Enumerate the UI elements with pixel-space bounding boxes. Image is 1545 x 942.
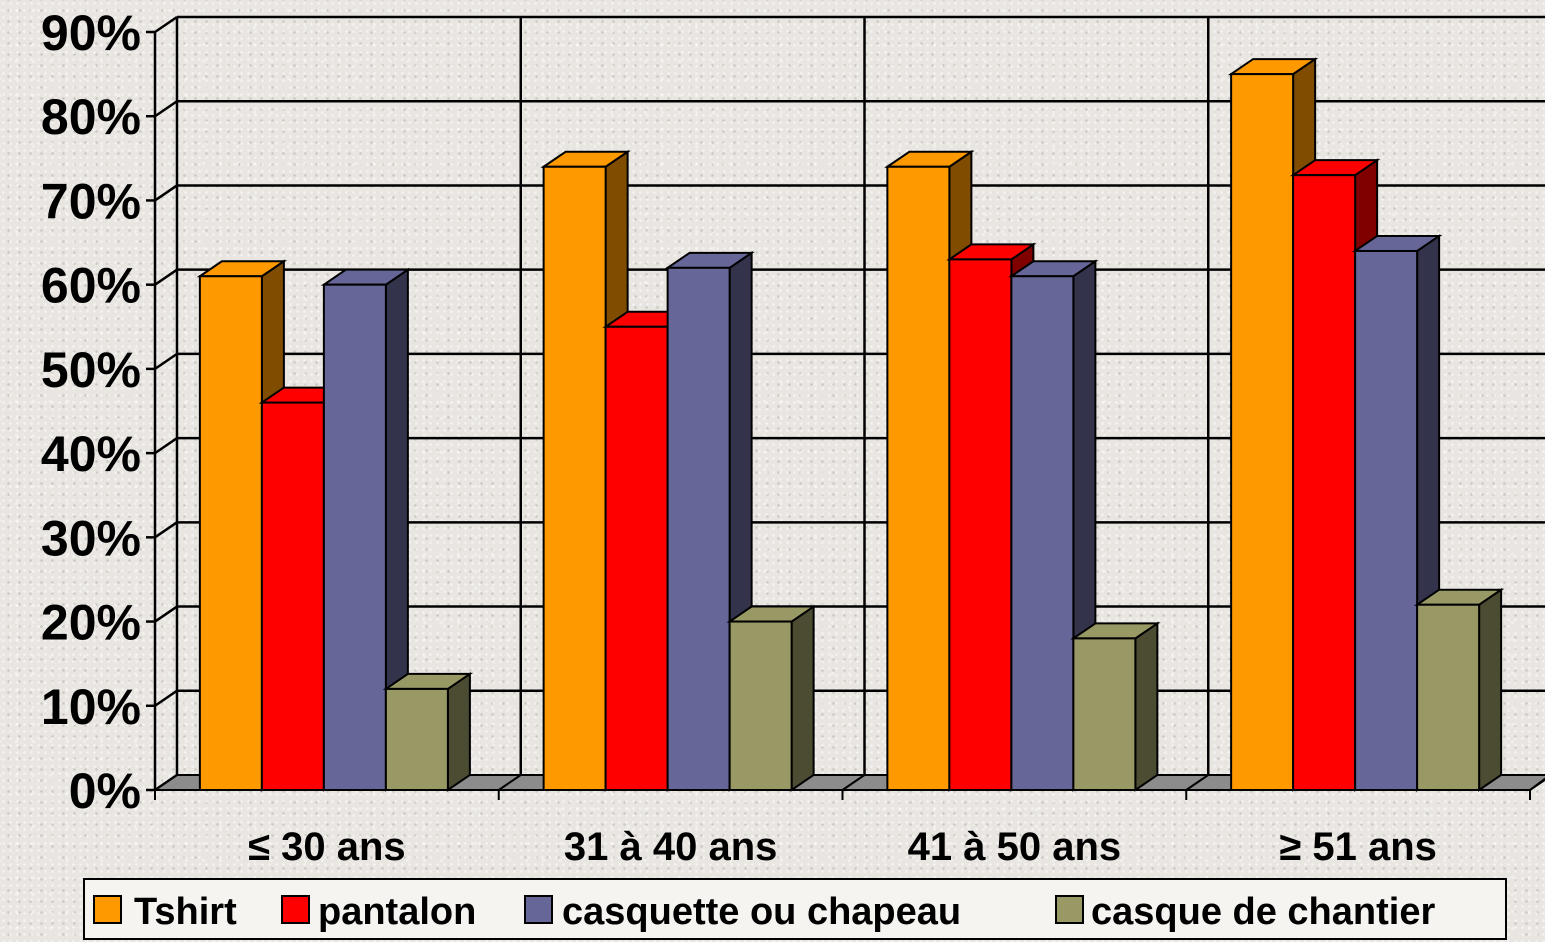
bar-front — [384, 687, 449, 792]
bar-front — [666, 266, 731, 792]
grid-depth-line — [154, 689, 178, 707]
legend-label: Tshirt — [134, 891, 237, 933]
bar-front — [542, 165, 607, 791]
y-tick-label: 0% — [69, 763, 141, 819]
x-category-label: ≥ 51 ans — [1279, 825, 1437, 869]
legend-swatch — [281, 895, 310, 924]
bar-front — [728, 620, 793, 791]
bar-side — [446, 672, 471, 792]
legend-item: casque de chantier — [1055, 891, 1435, 933]
bar-front — [1230, 73, 1295, 792]
grid-depth-line — [154, 352, 178, 370]
bar — [382, 672, 474, 792]
y-tick-label: 20% — [41, 595, 141, 651]
bar — [1413, 587, 1505, 792]
legend-item: casquette ou chapeau — [524, 891, 961, 933]
bar-front — [1072, 637, 1137, 792]
grid-depth-line — [154, 184, 178, 202]
bar-front — [260, 401, 325, 791]
x-category-label: 31 à 40 ans — [564, 825, 778, 869]
x-category-label: ≤ 30 ans — [248, 825, 406, 869]
floor-divider — [1185, 774, 1209, 791]
legend-swatch — [1055, 895, 1084, 924]
bar-front — [886, 165, 951, 791]
y-tick-label: 60% — [41, 258, 141, 314]
grid-depth-line — [154, 521, 178, 539]
floor-divider — [841, 774, 866, 791]
floor-divider — [1529, 778, 1545, 791]
legend-label: casque de chantier — [1091, 891, 1435, 933]
legend-box — [83, 878, 1507, 940]
legend-item: pantalon — [281, 891, 476, 933]
y-tick-label: 90% — [41, 5, 141, 61]
legend-label: casquette ou chapeau — [562, 891, 961, 933]
bar — [320, 267, 412, 792]
bar-side — [1478, 587, 1503, 792]
bar-front — [1416, 603, 1481, 792]
bar-front — [198, 275, 263, 791]
bars — [196, 57, 1505, 792]
y-tick-label: 50% — [41, 342, 141, 398]
bar-front — [604, 325, 669, 791]
legend-item: Tshirt — [93, 891, 237, 933]
legend-swatch — [524, 895, 553, 924]
x-category-label: 41 à 50 ans — [908, 825, 1122, 869]
grid-depth-line — [154, 268, 178, 286]
floor-divider — [154, 774, 178, 791]
bar-side — [790, 604, 815, 792]
bar-front — [1354, 249, 1419, 791]
axis-labels: 0% 10% 20% 30% 40% 50% 60% 70% 80% 90% ≤ 30 ans 31 … — [41, 5, 1437, 869]
y-tick-label: 10% — [41, 679, 141, 735]
grid-depth-line — [154, 15, 178, 34]
bar-side — [1134, 621, 1159, 792]
bar-front — [1292, 174, 1357, 791]
grid-depth-line — [154, 437, 178, 455]
grid-depth-line — [154, 605, 178, 623]
y-tick-label: 70% — [41, 173, 141, 229]
legend-swatch — [93, 895, 122, 924]
bar — [1070, 621, 1161, 792]
bar-front — [948, 258, 1013, 791]
legend: Tshirt pantalon casquette ou chapeau casque… — [83, 878, 1507, 940]
floor-divider — [498, 774, 522, 791]
y-tick-label: 30% — [41, 510, 141, 566]
bar-front — [1010, 275, 1075, 791]
bar-front — [322, 283, 387, 791]
grid-depth-line — [154, 100, 178, 118]
legend-label: pantalon — [318, 891, 476, 933]
bar — [726, 604, 817, 792]
y-tick-label: 40% — [41, 426, 141, 482]
y-tick-label: 80% — [41, 89, 141, 145]
